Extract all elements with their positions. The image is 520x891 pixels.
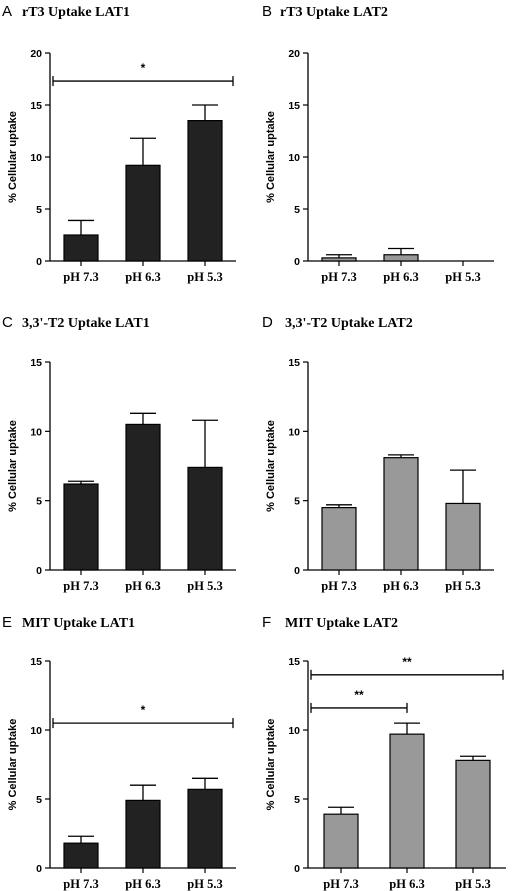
y-tick-label: 0 bbox=[36, 863, 42, 875]
y-axis-label: % Cellular uptake bbox=[7, 111, 19, 203]
y-tick-label: 15 bbox=[288, 357, 300, 369]
y-tick-label: 5 bbox=[36, 204, 42, 216]
y-tick-label: 0 bbox=[294, 565, 300, 577]
panel-letter: B bbox=[262, 3, 272, 20]
panel-title: MIT Uptake LAT2 bbox=[285, 616, 398, 631]
y-tick-label: 15 bbox=[30, 100, 42, 112]
x-tick-label: pH 5.3 bbox=[445, 270, 480, 284]
bar-ph-7-3 bbox=[63, 234, 99, 262]
panel-title: 3,3'-T2 Uptake LAT2 bbox=[285, 316, 413, 331]
y-tick-label: 5 bbox=[36, 794, 42, 806]
panel-letter: F bbox=[262, 614, 271, 631]
bar-ph-7-3 bbox=[63, 842, 99, 869]
y-axis-label: % Cellular uptake bbox=[265, 111, 277, 203]
bar-ph-5-3 bbox=[187, 466, 223, 571]
y-tick-label: 20 bbox=[30, 48, 42, 60]
chart-panel-e: E MIT Uptake LAT1 % Cellular uptake 0 5 10 15 p… bbox=[2, 614, 236, 891]
y-axis-label: % Cellular uptake bbox=[265, 719, 277, 811]
bar-ph-7-3 bbox=[63, 483, 99, 571]
y-tick-label: 5 bbox=[294, 204, 300, 216]
y-tick-label: 0 bbox=[294, 863, 300, 875]
y-tick-label: 5 bbox=[36, 496, 42, 508]
bar-ph-5-3 bbox=[187, 788, 223, 869]
significance-label: * bbox=[141, 703, 146, 717]
y-tick-label: 5 bbox=[294, 794, 300, 806]
bar-ph-5-3 bbox=[455, 759, 491, 869]
panel-letter: C bbox=[2, 314, 13, 331]
y-tick-label: 0 bbox=[294, 256, 300, 268]
bar-ph-6-3 bbox=[389, 733, 425, 869]
y-axis-label: % Cellular uptake bbox=[7, 420, 19, 512]
panel-title: rT3 Uptake LAT2 bbox=[280, 5, 388, 20]
panel-letter: D bbox=[262, 314, 273, 331]
x-tick-label: pH 7.3 bbox=[321, 579, 356, 593]
y-axis-label: % Cellular uptake bbox=[265, 420, 277, 512]
bar-ph-5-3 bbox=[187, 119, 223, 262]
y-tick-label: 10 bbox=[30, 152, 42, 164]
x-tick-label: pH 6.3 bbox=[383, 270, 418, 284]
y-tick-label: 10 bbox=[288, 426, 300, 438]
significance-label: ** bbox=[402, 655, 412, 669]
y-axis-label: % Cellular uptake bbox=[7, 719, 19, 811]
bar-ph-7-3 bbox=[321, 507, 357, 571]
chart-panel-f: F MIT Uptake LAT2 % Cellular uptake 0 5 10 15 p… bbox=[262, 614, 506, 891]
panel-letter: A bbox=[2, 3, 12, 20]
y-tick-label: 10 bbox=[288, 725, 300, 737]
x-tick-label: pH 5.3 bbox=[445, 579, 480, 593]
y-tick-label: 15 bbox=[288, 656, 300, 668]
x-tick-label: pH 6.3 bbox=[389, 877, 424, 891]
y-tick-label: 10 bbox=[288, 152, 300, 164]
x-tick-label: pH 6.3 bbox=[125, 877, 160, 891]
bar-ph-6-3 bbox=[383, 254, 419, 262]
y-tick-label: 15 bbox=[30, 656, 42, 668]
y-tick-label: 20 bbox=[288, 48, 300, 60]
significance-label: * bbox=[141, 61, 146, 75]
x-tick-label: pH 7.3 bbox=[63, 877, 98, 891]
y-tick-label: 15 bbox=[288, 100, 300, 112]
y-tick-label: 10 bbox=[30, 426, 42, 438]
x-tick-label: pH 5.3 bbox=[187, 877, 222, 891]
panel-title: rT3 Uptake LAT1 bbox=[22, 5, 130, 20]
panel-letter: E bbox=[2, 614, 12, 631]
bar-ph-7-3 bbox=[321, 257, 357, 262]
y-tick-label: 0 bbox=[36, 256, 42, 268]
x-tick-label: pH 6.3 bbox=[383, 579, 418, 593]
x-tick-label: pH 5.3 bbox=[187, 579, 222, 593]
x-tick-label: pH 5.3 bbox=[455, 877, 490, 891]
x-tick-label: pH 7.3 bbox=[63, 270, 98, 284]
y-tick-label: 15 bbox=[30, 357, 42, 369]
bar-ph-6-3 bbox=[125, 423, 161, 571]
y-tick-label: 5 bbox=[294, 496, 300, 508]
bar-ph-6-3 bbox=[383, 457, 419, 571]
x-tick-label: pH 6.3 bbox=[125, 579, 160, 593]
panel-title: MIT Uptake LAT1 bbox=[22, 616, 135, 631]
y-tick-label: 0 bbox=[36, 565, 42, 577]
x-tick-label: pH 6.3 bbox=[125, 270, 160, 284]
significance-label: ** bbox=[354, 688, 364, 702]
chart-panel-d: D 3,3'-T2 Uptake LAT2 % Cellular uptake 0 5 1… bbox=[262, 314, 494, 593]
bar-ph-6-3 bbox=[125, 799, 161, 869]
panel-title: 3,3'-T2 Uptake LAT1 bbox=[22, 316, 150, 331]
chart-panel-c: C 3,3'-T2 Uptake LAT1 % Cellular uptake 0 5 1… bbox=[2, 314, 236, 593]
x-tick-label: pH 7.3 bbox=[321, 270, 356, 284]
bar-ph-7-3 bbox=[323, 813, 359, 869]
x-tick-label: pH 7.3 bbox=[63, 579, 98, 593]
y-tick-label: 10 bbox=[30, 725, 42, 737]
x-tick-label: pH 5.3 bbox=[187, 270, 222, 284]
x-tick-label: pH 7.3 bbox=[323, 877, 358, 891]
bar-ph-5-3 bbox=[445, 502, 481, 571]
bar-ph-6-3 bbox=[125, 164, 161, 262]
